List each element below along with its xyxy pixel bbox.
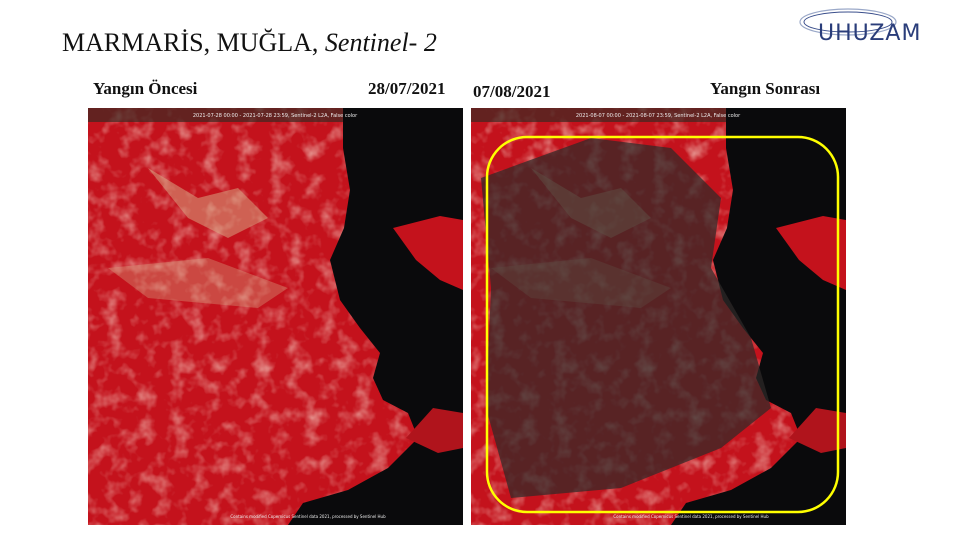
panel-label: Yangın Öncesi	[93, 79, 198, 98]
image-caption: 2021-07-28 00:00 - 2021-07-28 23:59, Sen…	[193, 113, 358, 119]
panel-label: Yangın Sonrası	[710, 79, 821, 98]
image-attribution: Contains modified Copernicus Sentinel da…	[613, 514, 769, 519]
image-attribution: Contains modified Copernicus Sentinel da…	[230, 514, 386, 519]
title-main: MARMARİS, MUĞLA,	[62, 28, 319, 57]
title-italic: Sentinel- 2	[324, 28, 437, 57]
satellite-image-before: 2021-07-28 00:00 - 2021-07-28 23:59, Sen…	[88, 108, 463, 525]
logo-text: UHUZAM	[818, 21, 921, 46]
panel-date: 28/07/2021	[368, 79, 446, 98]
slide-title: MARMARİS, MUĞLA, Sentinel- 2	[62, 28, 437, 58]
image-caption: 2021-08-07 00:00 - 2021-08-07 23:59, Sen…	[576, 113, 741, 119]
highlight-frame	[485, 135, 840, 514]
panel-date: 07/08/2021	[473, 82, 551, 101]
logo-orbit	[803, 11, 893, 33]
logo-orbit	[799, 8, 897, 36]
burn-scar	[481, 138, 771, 498]
logo: UHUZAM	[799, 8, 921, 46]
satellite-image-after: 2021-08-07 00:00 - 2021-08-07 23:59, Sen…	[471, 108, 846, 525]
